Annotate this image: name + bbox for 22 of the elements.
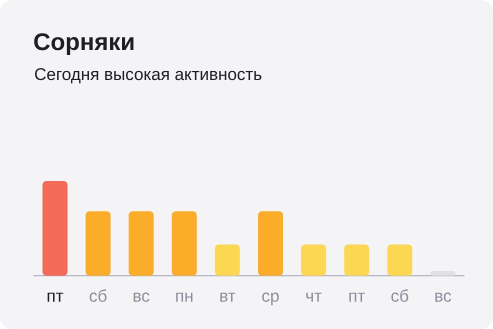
x-tick-label: сб [391, 289, 408, 302]
bar [258, 211, 284, 276]
bar [128, 211, 154, 276]
bar [172, 211, 197, 276]
x-tick-label: пт [48, 292, 64, 302]
x-tick-label: пн [176, 292, 192, 302]
x-tick-label: вс [134, 292, 150, 302]
bar [42, 181, 68, 276]
x-tick-label: вс [435, 292, 452, 302]
bar [344, 244, 370, 276]
bar [301, 244, 326, 276]
x-tick-label: чт [306, 292, 322, 302]
chart-subtitle: Сегодня высокая активность [35, 68, 262, 84]
bar [214, 244, 240, 276]
chart-title: Сорняки [34, 33, 134, 55]
x-tick-label: ср [262, 292, 279, 306]
x-tick-label: сб [90, 289, 106, 302]
bar [387, 244, 412, 276]
x-tick-label: пт [349, 292, 365, 302]
bar [430, 270, 456, 276]
bar [86, 211, 111, 276]
x-tick-label: вт [220, 292, 236, 302]
